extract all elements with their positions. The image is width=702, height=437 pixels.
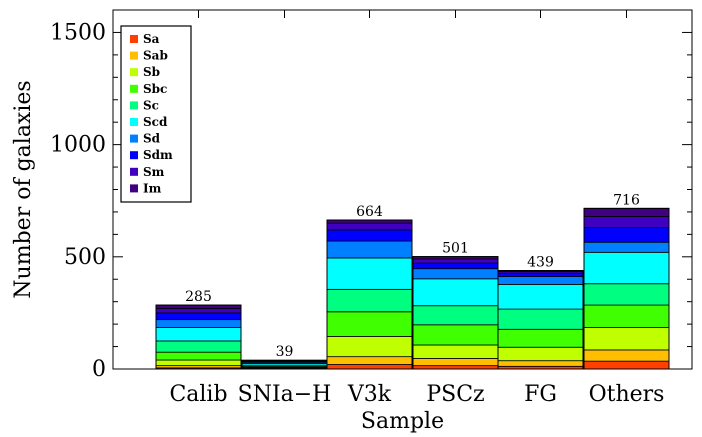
x-axis-title: Sample — [361, 409, 444, 434]
bar-segment-sc-2 — [326, 288, 413, 313]
bar-segment-sm-3 — [412, 258, 499, 264]
legend-swatch-sb — [130, 68, 138, 77]
bar-segment-sd-3 — [412, 268, 499, 280]
bar-segment-sc-3 — [412, 305, 499, 326]
bar-segment-sab-5 — [583, 349, 670, 362]
legend-label-sm: Sm — [143, 165, 165, 179]
y-axis-title: Number of galaxies — [11, 80, 36, 298]
x-tick-label: FG — [524, 382, 557, 407]
bar-segment-sc-4 — [497, 308, 584, 330]
bar-segment-sd-0 — [155, 319, 242, 328]
bar-segment-sd-5 — [583, 241, 670, 253]
y-tick-label: 1000 — [50, 133, 106, 158]
x-tick-label: Calib — [169, 382, 227, 407]
bar-segment-im-0 — [155, 304, 242, 309]
bar-segment-sc-5 — [583, 283, 670, 306]
legend-swatch-sab — [130, 51, 138, 60]
bar-segment-sb-0 — [155, 359, 242, 367]
bar-segment-sbc-4 — [497, 328, 584, 348]
legend-label-sab: Sab — [143, 49, 168, 63]
bar-segment-sab-3 — [412, 358, 499, 367]
bar-total-label: 664 — [356, 204, 383, 220]
bar-segment-sbc-5 — [583, 304, 670, 328]
bar-segment-sab-2 — [326, 356, 413, 365]
bar-segment-sab-4 — [497, 360, 584, 367]
bar-segment-sbc-3 — [412, 324, 499, 346]
legend-label-scd: Scd — [143, 115, 168, 129]
bar-segment-scd-2 — [326, 257, 413, 290]
bar-segment-scd-0 — [155, 327, 242, 342]
bar-segment-sdm-5 — [583, 227, 670, 243]
bar-segment-im-5 — [583, 207, 670, 217]
legend-swatch-sc — [130, 101, 138, 110]
bar-total-label: 501 — [442, 241, 469, 257]
bar-segment-sm-0 — [155, 308, 242, 314]
legend-swatch-sd — [130, 134, 138, 143]
bar-segment-sbc-0 — [155, 351, 242, 361]
x-tick-label: V3k — [347, 382, 392, 407]
bar-segment-sd-4 — [497, 276, 584, 285]
bar-segment-sa-3 — [412, 365, 499, 370]
bar-total-label: 716 — [613, 192, 640, 208]
bar-segment-sbc-2 — [326, 311, 413, 337]
bar-segment-sb-5 — [583, 327, 670, 351]
bar-segment-sa-5 — [583, 360, 670, 370]
bar-total-label: 285 — [185, 289, 212, 305]
x-tick-label: Others — [589, 382, 665, 407]
bar-segment-sd-2 — [326, 240, 413, 259]
total-labels-layer: 285 39 664 501 439 716 — [185, 192, 640, 360]
legend-label-sbc: Sbc — [143, 82, 167, 96]
legend: Sa Sab Sb Sbc Sc Scd Sd Sdm Sm Im — [120, 25, 192, 203]
y-tick-label: 1500 — [50, 20, 106, 45]
legend-label-sc: Sc — [143, 98, 159, 112]
y-tick-label: 0 — [92, 357, 106, 382]
x-tick-label: SNIa−H — [238, 382, 332, 407]
legend-swatch-im — [130, 184, 138, 193]
bar-segment-scd-3 — [412, 278, 499, 307]
bar-segment-sb-4 — [497, 346, 584, 362]
axes-layer: 0 500 1000 1500 Calib SNIa−H V3k PSCz FG Others Sa… — [11, 9, 693, 434]
legend-swatch-sm — [130, 167, 138, 176]
bar-segment-sdm-0 — [155, 312, 242, 321]
bar-total-label: 439 — [527, 254, 554, 270]
legend-label-sd: Sd — [143, 132, 161, 146]
x-tick-label: PSCz — [426, 382, 484, 407]
bar-segment-scd-4 — [497, 284, 584, 310]
bar-segment-scd-5 — [583, 251, 670, 285]
bars-layer — [155, 207, 670, 370]
bar-total-label: 39 — [276, 344, 294, 360]
bar-segment-sdm-2 — [326, 229, 413, 242]
legend-label-sa: Sa — [143, 32, 160, 46]
bar-segment-sb-2 — [326, 336, 413, 358]
bar-segment-sm-2 — [326, 222, 413, 231]
bar-segment-sm-5 — [583, 216, 670, 229]
legend-label-sdm: Sdm — [143, 148, 173, 162]
bar-segment-sb-3 — [412, 344, 499, 359]
bar-segment-sa-2 — [326, 364, 413, 370]
legend-label-sb: Sb — [143, 65, 160, 79]
bar-segment-sc-0 — [155, 340, 242, 353]
y-tick-label: 500 — [64, 245, 106, 270]
legend-swatch-sbc — [130, 84, 138, 93]
legend-swatch-sa — [130, 35, 138, 43]
legend-swatch-scd — [130, 118, 138, 126]
legend-label-im: Im — [143, 181, 162, 195]
bar-segment-sdm-3 — [412, 262, 499, 270]
bar-segment-sdm-4 — [497, 272, 584, 277]
legend-swatch-sdm — [130, 151, 138, 160]
